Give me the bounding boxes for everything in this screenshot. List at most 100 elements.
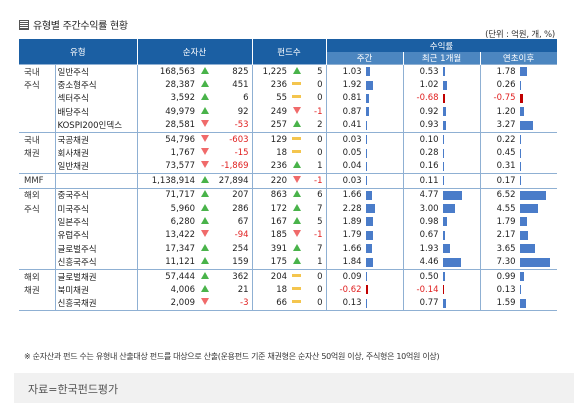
up-arrow-icon xyxy=(200,271,209,279)
weekly-return-cell: 0.09 xyxy=(326,268,404,284)
ytd-return-cell: 2.17 xyxy=(480,229,557,242)
header-fund-count: 펀드수 xyxy=(252,39,327,65)
net-assets-change: 825 xyxy=(212,64,253,79)
weekly-return-cell: 0.04 xyxy=(326,159,404,174)
weekly-return-value: 1.79 xyxy=(342,230,362,241)
net-assets-change-arrow xyxy=(197,255,212,269)
weekly-return-value: 0.41 xyxy=(342,120,362,131)
fund-count-change: 7 xyxy=(304,242,327,256)
ytd-return-bar xyxy=(519,272,524,282)
footnote: ※ 순자산과 펀드 수는 유형내 산출대상 펀드를 대상으로 산출(운용펀드 기… xyxy=(24,352,440,361)
fund-type-name: 국공채권 xyxy=(54,131,138,147)
net-assets-change-arrow xyxy=(197,229,212,242)
header-returns: 수익률 xyxy=(326,39,558,52)
net-assets-value: 49,979 xyxy=(165,106,196,117)
weekly-return-value: 0.03 xyxy=(342,134,362,145)
table-title: 유형별 주간수익률 현황 xyxy=(19,17,128,32)
fund-count-value: 391 xyxy=(270,243,288,254)
up-arrow-icon xyxy=(292,203,301,211)
ytd-return-cell: 3.27 xyxy=(480,119,557,133)
fund-count-change: 5 xyxy=(304,64,327,79)
down-arrow-icon xyxy=(292,175,301,183)
weekly-return-cell: 1.03 xyxy=(326,64,404,79)
weekly-return-value: -0.62 xyxy=(339,284,362,295)
one-month-return-bar xyxy=(442,148,445,158)
category-label xyxy=(19,296,55,312)
ytd-return-cell: 1.79 xyxy=(480,215,557,228)
one-month-return-bar xyxy=(442,80,447,90)
ytd-return-bar xyxy=(519,285,522,295)
flat-icon xyxy=(292,136,302,140)
net-assets-change: -1,869 xyxy=(212,159,253,174)
net-assets-value: 28,581 xyxy=(165,120,196,131)
fund-count-change: -1 xyxy=(304,173,327,189)
ytd-return-bar xyxy=(519,135,522,145)
weekly-return-bar xyxy=(365,257,374,267)
ytd-return-bar xyxy=(519,204,539,214)
net-assets-change-arrow xyxy=(197,160,212,174)
one-month-return-value: 4.46 xyxy=(419,257,439,268)
net-assets-value: 168,563 xyxy=(137,64,198,79)
fund-count-change: 2 xyxy=(304,118,327,133)
ytd-return-bar xyxy=(519,244,535,254)
up-arrow-icon xyxy=(292,216,301,224)
net-assets-change: 159 xyxy=(212,255,253,270)
up-arrow-icon xyxy=(200,257,209,265)
fund-type-name: 신흥국채권 xyxy=(54,296,138,312)
ytd-return-value: 3.27 xyxy=(496,120,516,131)
fund-count-value: 167 xyxy=(270,216,288,227)
weekly-return-bar xyxy=(365,161,368,171)
fund-count-change-arrow xyxy=(289,131,305,147)
up-arrow-icon xyxy=(292,120,301,128)
table-row: 채권 회사채권 1,767 -15 18 0 0.05 0.28 0.45 xyxy=(19,146,557,160)
one-month-return-bar xyxy=(442,135,445,145)
net-assets-change: 286 xyxy=(212,201,253,216)
weekly-return-cell: 1.79 xyxy=(326,228,404,243)
category-label xyxy=(19,105,55,118)
ytd-return-cell: 7.30 xyxy=(480,255,557,269)
net-assets-change-arrow xyxy=(197,283,212,296)
ytd-return-bar xyxy=(519,176,522,186)
fund-count-change-arrow xyxy=(289,160,304,174)
net-assets-change-arrow xyxy=(197,296,213,312)
table-row: 채권 북미채권 4,006 21 18 0 -0.62 -0.14 0.13 xyxy=(19,283,557,297)
table-row: 국내 일반주식 168,563 825 1,225 5 1.03 0.53 1.78 xyxy=(19,64,558,79)
ytd-return-value: 6.52 xyxy=(496,190,516,201)
up-arrow-icon xyxy=(200,284,209,292)
net-assets-change: 207 xyxy=(212,187,253,202)
fund-count-change: 0 xyxy=(304,146,327,160)
weekly-return-value: 0.81 xyxy=(342,93,362,104)
net-assets-value: 2,009 xyxy=(137,296,198,312)
category-label: 주식 xyxy=(24,81,40,92)
one-month-return-bar xyxy=(442,298,446,308)
ytd-return-bar xyxy=(519,217,527,227)
fund-count-value: 18 xyxy=(276,284,288,295)
table-row: 해외 글로벌채권 57,444 362 204 0 0.09 0.50 0.99 xyxy=(19,268,558,284)
weekly-return-value: 0.03 xyxy=(342,175,362,186)
ytd-return-bar xyxy=(519,120,533,130)
ytd-return-value: 0.26 xyxy=(496,80,516,91)
one-month-return-value: 1.02 xyxy=(419,80,439,91)
fund-count-value: 185 xyxy=(270,230,288,241)
down-arrow-icon xyxy=(200,298,209,306)
fund-type-name: 섹터주식 xyxy=(54,91,138,106)
down-arrow-icon xyxy=(292,230,301,238)
ytd-return-cell: 0.31 xyxy=(480,160,557,174)
weekly-return-cell: 2.28 xyxy=(326,201,404,216)
ytd-return-value: 7.30 xyxy=(496,257,516,268)
up-arrow-icon xyxy=(200,106,209,114)
net-assets-change: 92 xyxy=(212,105,253,119)
net-assets-value: 1,767 xyxy=(170,148,196,159)
ytd-return-value: 0.31 xyxy=(496,161,516,172)
ytd-return-value: 4.55 xyxy=(496,203,516,214)
fund-type-name: 회사채권 xyxy=(54,146,138,160)
down-arrow-icon xyxy=(200,230,209,238)
one-month-return-cell: 4.77 xyxy=(403,187,481,202)
net-assets-change-arrow xyxy=(197,131,213,147)
weekly-return-cell: -0.62 xyxy=(326,283,404,297)
fund-type-name: 미국주식 xyxy=(54,201,138,216)
fund-type-name: 일반채권 xyxy=(54,159,138,174)
list-icon xyxy=(19,20,29,30)
weekly-return-cell: 1.84 xyxy=(326,255,404,270)
up-arrow-icon xyxy=(200,175,209,183)
